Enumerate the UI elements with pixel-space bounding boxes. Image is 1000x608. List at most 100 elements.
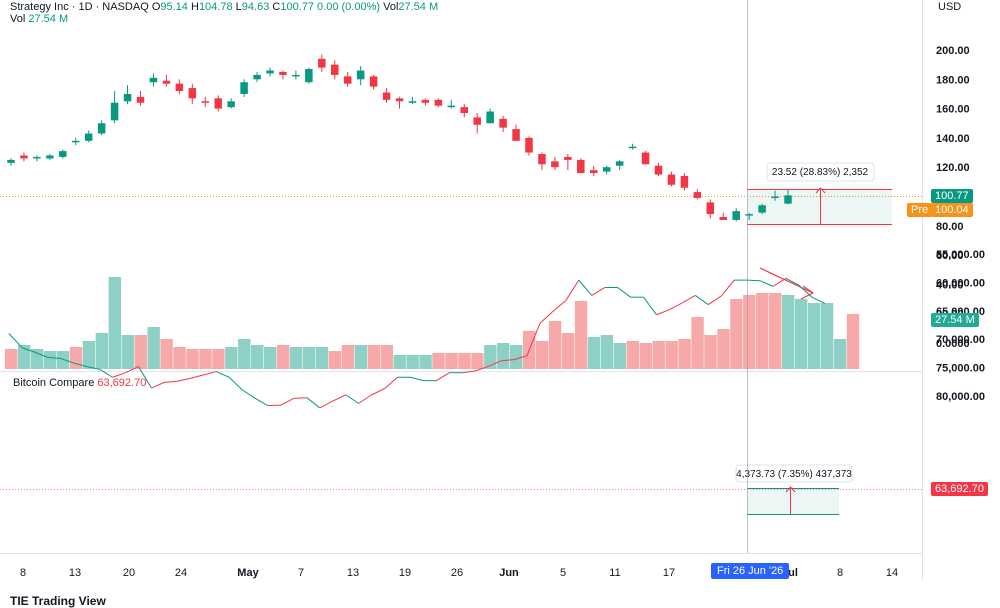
compare-line-segment [125, 366, 139, 374]
compare-line-segment [267, 404, 281, 407]
volume-bar [380, 345, 393, 369]
candle-body [473, 117, 481, 125]
volume-bar [432, 353, 445, 369]
candle-body [434, 99, 443, 106]
volume-bar [782, 295, 795, 369]
candle-body [279, 71, 287, 75]
compare-line-segment [254, 397, 269, 407]
time-tick-label: 14 [886, 567, 898, 579]
trend-arrow-line [759, 267, 814, 294]
volume-bar [678, 339, 691, 369]
compare-line-segment [578, 279, 593, 296]
volume-bar [238, 339, 251, 369]
volume-bar [639, 343, 652, 369]
btc-measure-text: 4,373.73 (7.35%) 437,373 [736, 469, 852, 480]
volume-bar [225, 347, 238, 369]
compare-label[interactable]: Bitcoin Compare [13, 377, 95, 389]
candle-body [72, 140, 80, 143]
vol-row-value: 27.54 M [28, 13, 69, 25]
candle-body [201, 101, 209, 103]
time-tick-label: 11 [609, 567, 620, 579]
compare-line-segment [669, 302, 683, 311]
compare-line-segment [21, 347, 36, 353]
compare-value: 63,692.70 [97, 377, 147, 389]
low-value: 94.63 [241, 1, 270, 13]
candle-body [602, 167, 611, 172]
compare-line-segment [475, 365, 489, 372]
volume-bar [406, 355, 419, 369]
volume-bar [600, 335, 614, 369]
compare-line-segment [811, 296, 826, 304]
compare-line-segment [371, 388, 385, 396]
volume-bar [264, 347, 277, 369]
compare-line-segment [34, 351, 49, 358]
candle-body [615, 161, 624, 166]
candle-body [732, 211, 740, 220]
compare-line-segment [436, 372, 450, 382]
volume-bar [833, 339, 847, 369]
compare-line-segment [682, 295, 696, 304]
compare-line-segment [319, 400, 333, 409]
volume-bar [626, 341, 639, 369]
candle-body [654, 165, 663, 175]
candle-body [395, 98, 404, 102]
compare-line-segment [539, 311, 554, 324]
time-tick-label: 20 [123, 567, 135, 579]
volume-bar [302, 347, 316, 369]
compare-line-segment [565, 279, 580, 301]
volume-bar [458, 353, 471, 369]
volume-bar [5, 349, 18, 369]
compare-tick-label: 55,000.00 [936, 249, 985, 261]
time-tick-label: 8 [837, 567, 843, 579]
volume-legend: Vol 27.54 M [10, 13, 68, 25]
volume-bar [121, 335, 134, 369]
compare-line-segment [151, 381, 165, 389]
volume-bar [419, 355, 432, 369]
candle-body [758, 205, 766, 213]
time-tick-label: 5 [560, 567, 566, 579]
candle-body [551, 161, 559, 168]
candle-body [97, 123, 106, 134]
volume-bar [393, 355, 406, 369]
volume-bar [704, 335, 717, 369]
candle-body [175, 83, 184, 92]
compare-line-segment [47, 356, 61, 360]
currency-label[interactable]: USD [938, 1, 962, 13]
candle-body [628, 146, 637, 149]
compare-line-segment [643, 296, 657, 316]
volume-bar [251, 345, 264, 369]
low-label: L [235, 1, 242, 13]
btc-measure-tooltip [735, 464, 853, 483]
candle-body [227, 101, 235, 108]
compare-line-segment [241, 389, 256, 399]
compare-line-segment [759, 280, 774, 287]
symbol-label[interactable]: Strategy Inc · 1D · NASDAQ [10, 1, 149, 13]
compare-line-segment [526, 323, 541, 356]
time-tick-label: 8 [20, 567, 26, 579]
trend-arrow-head [800, 285, 815, 300]
time-tick-label: 24 [175, 567, 187, 579]
compare-line-segment [306, 397, 321, 409]
compare-line-segment [656, 309, 670, 316]
compare-line-segment [86, 365, 100, 370]
candle-body [84, 133, 93, 141]
last-price-tag: 100.77 [931, 189, 973, 203]
volume-tag: 27.54 M [931, 313, 979, 327]
compare-line-segment [462, 370, 476, 374]
candle-body [564, 156, 572, 160]
volume-bar [510, 345, 523, 369]
volume-bar [43, 351, 57, 369]
volume-bar [160, 339, 173, 369]
pre-market-label: Pre [907, 203, 933, 217]
candle-body [253, 74, 261, 80]
candle-body [46, 155, 54, 159]
candle-body [382, 92, 391, 100]
candle-body [538, 154, 546, 165]
compare-line-segment [410, 376, 424, 382]
price-measure-tooltip [766, 162, 875, 182]
compare-line-segment [552, 300, 567, 312]
time-tick-label: 13 [69, 567, 81, 579]
open-label: O [151, 1, 161, 13]
compare-line-segment [332, 394, 346, 402]
